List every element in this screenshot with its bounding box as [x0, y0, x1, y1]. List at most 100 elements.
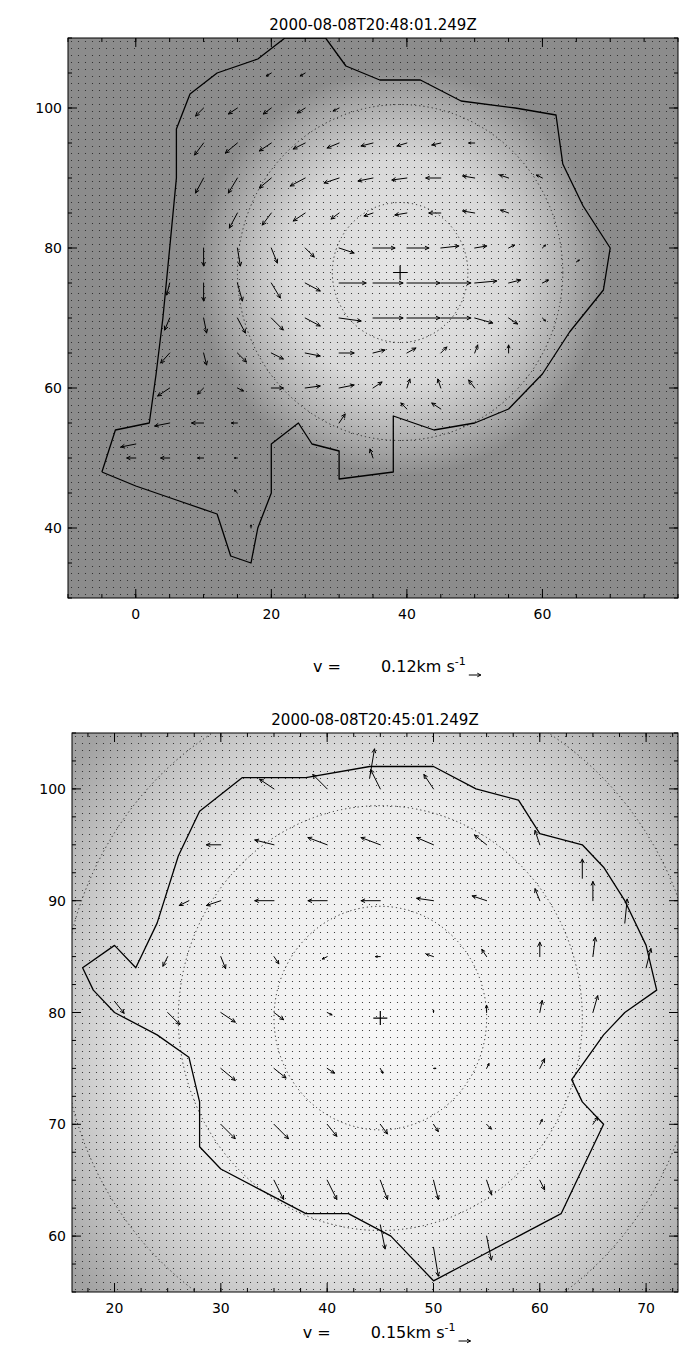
minor-tick — [672, 733, 673, 737]
velocity-vector — [407, 246, 429, 249]
minor-tick — [72, 984, 76, 985]
velocity-vector — [204, 318, 208, 333]
minor-tick — [68, 213, 72, 214]
velocity-vector — [255, 839, 274, 845]
minor-tick — [674, 984, 678, 985]
velocity-vector — [475, 280, 497, 284]
velocity-vector — [237, 388, 243, 391]
minor-tick — [68, 283, 72, 284]
minor-tick — [72, 956, 76, 957]
velocity-vector — [266, 73, 271, 76]
velocity-vector — [380, 1068, 382, 1073]
vectors — [121, 73, 580, 528]
velocity-vector — [259, 143, 271, 151]
minor-tick — [72, 1208, 76, 1209]
velocity-vector — [255, 899, 274, 902]
minor-tick — [169, 594, 170, 598]
velocity-vector — [371, 770, 381, 789]
figure: 02040604060801002000-08-08T20:48:01.249Z… — [0, 0, 685, 1362]
minor-tick — [68, 353, 72, 354]
x-tick — [539, 1283, 540, 1292]
velocity-vector — [274, 1180, 284, 1199]
minor-tick — [674, 563, 678, 564]
minor-tick — [674, 493, 678, 494]
velocity-vector — [305, 248, 314, 257]
minor-tick — [101, 38, 102, 42]
velocity-vector — [370, 449, 374, 458]
velocity-vector — [221, 1124, 235, 1138]
velocity-vector — [234, 490, 237, 493]
velocity-vector — [487, 1124, 492, 1129]
minor-tick — [619, 1288, 620, 1292]
minor-tick — [373, 38, 374, 42]
minor-tick — [141, 733, 142, 737]
key-label: v =0.15km s-1 — [303, 1321, 456, 1342]
x-tick-label: 70 — [637, 1300, 655, 1316]
velocity-vector — [305, 318, 320, 326]
velocity-vector — [121, 444, 136, 448]
velocity-vector — [164, 318, 169, 330]
x-tick — [327, 1283, 328, 1292]
key-text: v = — [303, 1323, 331, 1342]
minor-tick — [68, 423, 72, 424]
velocity-vector — [542, 245, 545, 248]
minor-tick — [460, 1288, 461, 1292]
frame — [68, 38, 678, 598]
minor-tick — [339, 38, 340, 42]
velocity-vector — [380, 1225, 386, 1249]
velocity-vector — [161, 353, 170, 363]
minor-tick — [566, 733, 567, 737]
velocity-vector — [206, 843, 220, 846]
minor-tick — [592, 733, 593, 737]
velocity-vector — [358, 178, 373, 182]
minor-tick — [72, 928, 76, 929]
velocity-vector — [324, 178, 339, 184]
velocity-vector — [434, 1180, 440, 1199]
minor-tick — [508, 594, 509, 598]
x-tick — [220, 733, 221, 742]
minor-tick — [141, 1288, 142, 1292]
minor-tick — [610, 38, 611, 42]
velocity-vector — [395, 213, 407, 216]
boundary-contour — [102, 38, 610, 563]
y-tick — [669, 248, 678, 249]
minor-tick — [72, 733, 76, 734]
minor-tick — [674, 956, 678, 957]
y-tick — [72, 1236, 81, 1237]
velocity-vector — [115, 1001, 125, 1013]
minor-tick — [674, 143, 678, 144]
minor-tick — [305, 38, 306, 42]
minor-tick — [674, 1068, 678, 1069]
minor-tick — [87, 1288, 88, 1292]
minor-tick — [68, 73, 72, 74]
minor-tick — [513, 733, 514, 737]
velocity-vector — [228, 178, 237, 193]
velocity-vector — [501, 210, 509, 213]
velocity-vector — [339, 384, 354, 388]
velocity-vector — [339, 318, 361, 322]
velocity-vector — [339, 248, 354, 254]
minor-tick — [68, 458, 72, 459]
minor-tick — [68, 143, 72, 144]
y-tick — [669, 1236, 678, 1237]
velocity-vector — [271, 386, 283, 389]
y-tick — [669, 788, 678, 789]
minor-tick — [72, 1068, 76, 1069]
velocity-vector — [433, 1010, 435, 1012]
velocity-vector — [593, 937, 597, 956]
velocity-vector — [127, 456, 136, 459]
radius-circle — [72, 733, 678, 1292]
center-cross — [393, 266, 407, 280]
x-tick — [114, 733, 115, 742]
minor-tick — [68, 563, 72, 564]
velocity-vector — [221, 957, 226, 969]
velocity-vector — [274, 957, 279, 964]
velocity-vector — [237, 248, 241, 266]
minor-tick — [169, 38, 170, 42]
minor-tick — [72, 1096, 76, 1097]
velocity-vector — [313, 775, 327, 789]
velocity-vector — [463, 210, 475, 213]
y-tick-label: 60 — [48, 1228, 66, 1244]
minor-tick — [674, 1096, 678, 1097]
velocity-vector — [290, 178, 305, 186]
